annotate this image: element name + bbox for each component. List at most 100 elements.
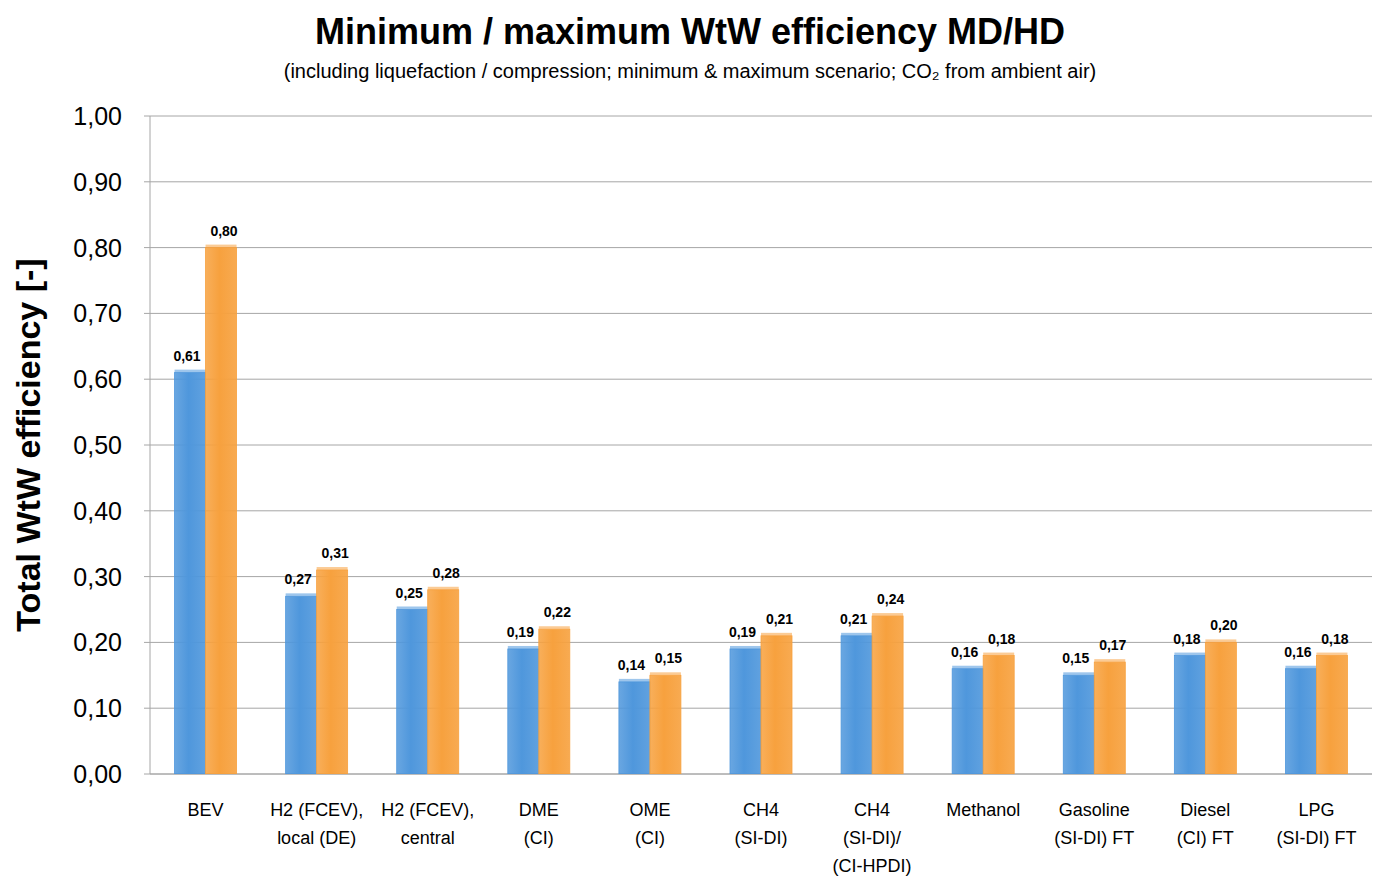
data-label: 0,20 (1210, 617, 1237, 633)
bar-top (841, 633, 872, 636)
bar-top (508, 646, 539, 649)
bar-top (1316, 653, 1347, 656)
data-label: 0,61 (173, 348, 200, 364)
bar-top (761, 633, 792, 636)
data-label: 0,24 (877, 591, 904, 607)
data-label: 0,18 (1173, 631, 1200, 647)
data-label: 0,19 (729, 624, 756, 640)
category-label: CH4(SI-DI) (735, 800, 788, 848)
bar (1205, 642, 1236, 774)
bar (1285, 669, 1316, 774)
bar-top (539, 626, 570, 629)
grid-line (150, 116, 1372, 117)
bar (317, 570, 348, 774)
data-label: 0,16 (1284, 644, 1311, 660)
bar (206, 248, 237, 774)
category-label: H2 (FCEV),central (381, 800, 474, 848)
data-label: 0,16 (951, 644, 978, 660)
tick-mark (144, 313, 150, 314)
data-label: 0,17 (1099, 637, 1126, 653)
bar-top (983, 653, 1014, 656)
bar-top (1174, 653, 1205, 656)
tick-label: 0,10 (73, 694, 122, 722)
data-label: 0,31 (322, 545, 349, 561)
category-label: Diesel(CI) FT (1177, 800, 1234, 848)
bar-top (286, 593, 317, 596)
tick-mark (144, 116, 150, 117)
tick-mark (144, 379, 150, 380)
category-label: DME(CI) (519, 800, 559, 848)
tick-label: 0,70 (73, 299, 122, 327)
category-label: BEV (188, 800, 224, 820)
data-label: 0,15 (1062, 650, 1089, 666)
y-axis-label: Total WtW efficiency [-] (9, 258, 47, 631)
bar (730, 649, 761, 774)
bar-top (1285, 666, 1316, 669)
bar-top (175, 370, 206, 373)
bar (428, 590, 459, 774)
data-label: 0,18 (1321, 631, 1348, 647)
data-label: 0,19 (507, 624, 534, 640)
grid-line (150, 313, 1372, 314)
data-label: 0,21 (840, 611, 867, 627)
subtitle: (including liquefaction / compression; m… (284, 60, 1096, 82)
data-label: 0,15 (655, 650, 682, 666)
data-label: 0,80 (210, 223, 237, 239)
chart: Minimum / maximum WtW efficiency MD/HD(i… (0, 0, 1382, 879)
category-label: H2 (FCEV),local (DE) (270, 800, 363, 848)
bar (619, 682, 650, 774)
tick-mark (144, 510, 150, 511)
data-label: 0,14 (618, 657, 645, 673)
tick-label: 0,40 (73, 497, 122, 525)
tick-mark (144, 576, 150, 577)
tick-label: 0,20 (73, 628, 122, 656)
tick-mark (144, 445, 150, 446)
tick-mark (144, 708, 150, 709)
tick-label: 0,00 (73, 760, 122, 788)
grid-line (150, 445, 1372, 446)
bar (1316, 656, 1347, 774)
tick-mark (144, 181, 150, 182)
category-label: OME(CI) (629, 800, 670, 848)
bar (539, 629, 570, 774)
bar (872, 616, 903, 774)
category-label: LPG(SI-DI) FT (1276, 800, 1356, 848)
tick-label: 0,90 (73, 168, 122, 196)
bar-top (730, 646, 761, 649)
bar-top (872, 613, 903, 616)
bar-top (206, 245, 237, 248)
data-label: 0,28 (433, 565, 460, 581)
bar-top (952, 666, 983, 669)
bar (175, 373, 206, 774)
bars (175, 245, 1348, 774)
bar (508, 649, 539, 774)
category-label: CH4(SI-DI)/(CI-HPDI) (833, 800, 912, 876)
bar (1063, 675, 1094, 774)
bar-top (1094, 659, 1125, 662)
bar-top (428, 587, 459, 590)
category-label: Methanol (946, 800, 1020, 820)
bar (397, 610, 428, 775)
bar (952, 669, 983, 774)
y-axis-line (150, 116, 151, 774)
tick-mark (144, 774, 150, 775)
grid-line (150, 247, 1372, 248)
tick-label: 1,00 (73, 102, 122, 130)
tick-mark (144, 642, 150, 643)
bar-top (1205, 639, 1236, 642)
grid-line (150, 510, 1372, 511)
bar (1174, 656, 1205, 774)
data-label: 0,18 (988, 631, 1015, 647)
data-label: 0,27 (285, 571, 312, 587)
bar-top (317, 567, 348, 570)
tick-label: 0,30 (73, 563, 122, 591)
tick-mark (144, 247, 150, 248)
tick-label: 0,80 (73, 234, 122, 262)
bar (841, 636, 872, 774)
data-label: 0,22 (544, 604, 571, 620)
data-label: 0,25 (396, 585, 423, 601)
bar (761, 636, 792, 774)
bar (286, 596, 317, 774)
bar (983, 656, 1014, 774)
tick-label: 0,50 (73, 431, 122, 459)
